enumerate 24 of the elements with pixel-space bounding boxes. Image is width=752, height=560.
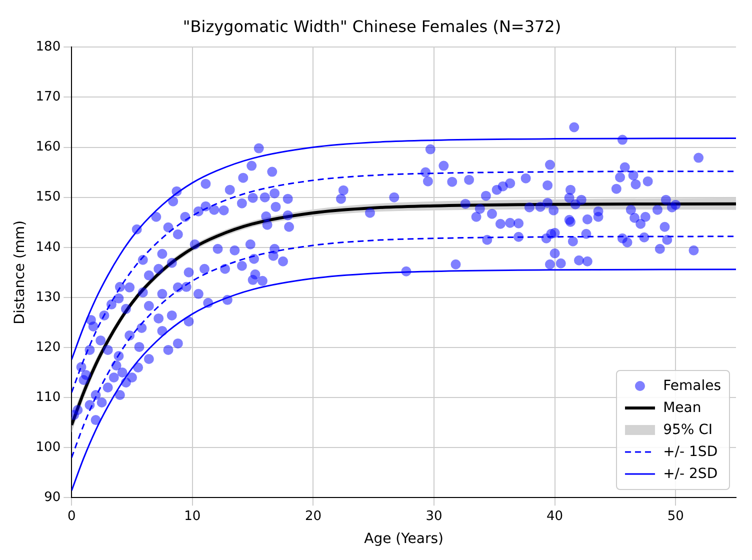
annotation: 95% CI <box>663 421 713 440</box>
legend-label: +/- 2SD <box>663 465 718 484</box>
chart-title: "Bizygomatic Width" Chinese Females (N=372) <box>182 16 562 36</box>
y-tick-label: 130 <box>36 290 61 305</box>
x-tick-label: 10 <box>184 508 201 524</box>
x-axis-title: Age (Years) <box>364 531 444 548</box>
y-tick-label: 180 <box>36 40 61 55</box>
y-tick-label: 100 <box>36 440 61 455</box>
x-tick-label: 20 <box>304 508 322 524</box>
y-tick-label: 170 <box>36 90 61 105</box>
x-tick-label: 0 <box>67 508 76 524</box>
y-tick-label: 110 <box>36 390 61 405</box>
legend-label: Females <box>663 377 721 396</box>
y-tick-label: 140 <box>36 240 61 255</box>
x-tick-label: 30 <box>426 508 442 524</box>
y-tick-label: 150 <box>36 190 61 205</box>
x-tick-label: 50 <box>667 508 684 524</box>
legend-label: +/- 1SD <box>663 443 718 462</box>
y-tick-label: 120 <box>36 340 61 355</box>
x-tick-label: 40 <box>546 508 564 524</box>
y-axis-title: Distance (mm) <box>12 220 28 324</box>
legend-label: Mean <box>663 399 702 418</box>
y-tick-label: 90 <box>44 490 61 505</box>
y-tick-label: 160 <box>36 140 61 155</box>
